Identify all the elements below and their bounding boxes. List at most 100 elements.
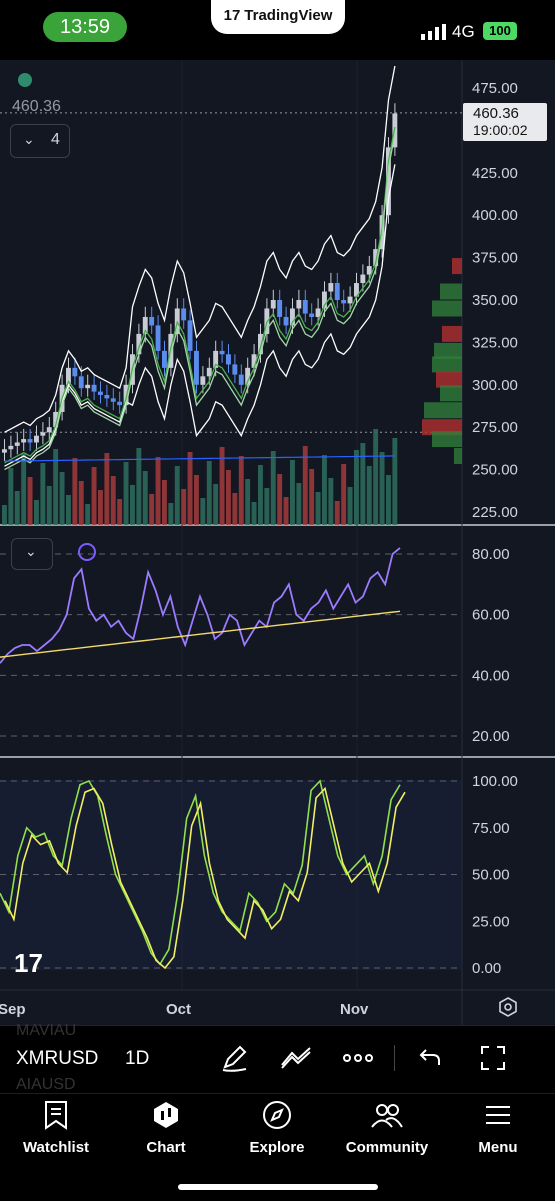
candle bbox=[206, 367, 212, 377]
candle bbox=[270, 300, 276, 309]
nav-chart[interactable]: Chart bbox=[116, 1100, 216, 1156]
candle bbox=[251, 354, 257, 368]
volume-bar bbox=[2, 505, 7, 525]
volume-bar bbox=[341, 464, 347, 525]
nav-menu[interactable]: Menu bbox=[448, 1100, 548, 1156]
volume-bar bbox=[219, 447, 225, 525]
candle bbox=[155, 325, 161, 351]
candle bbox=[334, 283, 340, 300]
volume-bar bbox=[302, 446, 308, 525]
nav-label: Watchlist bbox=[22, 1139, 90, 1156]
candle bbox=[149, 316, 155, 326]
candle bbox=[238, 374, 244, 385]
last-price-left: 460.36 bbox=[12, 98, 61, 115]
compass-icon bbox=[263, 1101, 291, 1129]
candle bbox=[200, 376, 206, 385]
volume-bar bbox=[149, 494, 155, 525]
volume-bar bbox=[238, 456, 244, 525]
time-axis-label: Sep bbox=[0, 1001, 26, 1018]
stoch-axis-label: 0.00 bbox=[472, 960, 501, 977]
candle bbox=[219, 350, 225, 355]
status-time: 13:59 bbox=[43, 12, 127, 42]
volume-bar bbox=[328, 478, 334, 525]
ghost-symbol-bottom: AIAUSD bbox=[16, 1076, 76, 1093]
tradingview-banner[interactable]: 17 TradingView bbox=[211, 0, 345, 34]
volume-bar bbox=[136, 448, 142, 525]
candle bbox=[136, 333, 142, 355]
symbol-button[interactable]: XMRUSD bbox=[16, 1048, 99, 1069]
candle bbox=[283, 316, 289, 326]
ma-line-green bbox=[4, 126, 396, 464]
candle bbox=[85, 384, 91, 389]
volume-bar bbox=[315, 492, 321, 525]
volume-bar bbox=[322, 455, 327, 525]
volume-bar bbox=[46, 486, 52, 525]
fullscreen-icon[interactable] bbox=[480, 1045, 506, 1071]
stoch-axis-label: 50.00 bbox=[472, 867, 510, 884]
volume-bar bbox=[130, 485, 135, 525]
price-tag-countdown: 19:00:02 bbox=[473, 122, 528, 138]
volume-bar bbox=[181, 489, 187, 525]
toolbar-divider bbox=[394, 1045, 395, 1071]
volume-bar bbox=[379, 452, 385, 525]
indicators-toggle-button[interactable]: ⌄ 4 bbox=[10, 124, 70, 158]
chart-area[interactable]: 475.00 4 50.00 425.00 400.00 375.00 350.00 325.… bbox=[0, 60, 555, 1025]
candle bbox=[2, 449, 7, 453]
volume-bar bbox=[142, 471, 148, 525]
interval-button[interactable]: 1D bbox=[125, 1048, 150, 1069]
candle bbox=[91, 384, 97, 392]
price-axis-label: 325.00 bbox=[472, 334, 518, 351]
volume-bar bbox=[53, 449, 59, 525]
volume-profile-bar bbox=[432, 300, 462, 317]
volume-bar bbox=[187, 452, 193, 525]
volume-bar bbox=[194, 475, 199, 525]
stoch-d-line bbox=[4, 786, 406, 970]
rsi-collapse-button[interactable]: ⌄ bbox=[11, 538, 53, 570]
volume-bar bbox=[283, 497, 289, 525]
volume-profile-bar bbox=[440, 385, 462, 402]
nav-label: Chart bbox=[146, 1139, 186, 1156]
rsi-axis-label: 20.00 bbox=[472, 728, 510, 745]
volume-bar bbox=[334, 501, 340, 525]
volume-bar bbox=[168, 503, 174, 525]
candle bbox=[142, 316, 148, 334]
price-tag-value: 460.36 bbox=[473, 105, 519, 122]
ghost-symbol-top: MAVIAU bbox=[16, 1022, 77, 1039]
rsi-axis-label: 80.00 bbox=[472, 546, 510, 563]
chart-canvas[interactable]: 475.00 4 50.00 425.00 400.00 375.00 350.00 325.… bbox=[0, 60, 555, 1025]
candle bbox=[194, 350, 199, 385]
network-label: 4G bbox=[452, 22, 475, 41]
candle bbox=[328, 283, 334, 292]
volume-bar bbox=[277, 474, 283, 525]
refresh-icon[interactable] bbox=[78, 543, 96, 561]
candle bbox=[373, 249, 379, 267]
ma-line-light bbox=[4, 133, 396, 471]
undo-icon[interactable] bbox=[418, 1046, 442, 1068]
nav-explore[interactable]: Explore bbox=[227, 1100, 327, 1156]
candle bbox=[245, 367, 251, 385]
rsi-axis-label: 40.00 bbox=[472, 667, 510, 684]
volume-profile-bar bbox=[434, 342, 462, 359]
price-axis-label: 375.00 bbox=[472, 250, 518, 267]
time-axis-label: Oct bbox=[166, 1001, 191, 1018]
candle bbox=[66, 367, 71, 385]
volume-bar bbox=[309, 469, 315, 525]
volume-bar bbox=[117, 499, 123, 525]
nav-label: Menu bbox=[478, 1139, 518, 1156]
volume-bar bbox=[72, 458, 78, 525]
stoch-axis-label: 75.00 bbox=[472, 820, 510, 837]
more-icon[interactable] bbox=[342, 1052, 374, 1064]
settings-icon[interactable] bbox=[497, 996, 519, 1018]
nav-community[interactable]: Community bbox=[337, 1100, 437, 1156]
volume-bar bbox=[155, 457, 161, 525]
volume-profile-bar bbox=[436, 371, 462, 388]
nav-watchlist[interactable]: Watchlist bbox=[6, 1100, 106, 1156]
volume-bar bbox=[245, 479, 251, 525]
indicators-icon[interactable] bbox=[280, 1045, 312, 1069]
volume-profile-bar bbox=[452, 258, 462, 275]
nav-label: Explore bbox=[249, 1139, 305, 1156]
indicator-count: 4 bbox=[51, 131, 60, 148]
tradingview-title: TradingView bbox=[244, 7, 333, 24]
bollinger-upper bbox=[4, 65, 396, 433]
pen-icon[interactable] bbox=[220, 1043, 250, 1073]
